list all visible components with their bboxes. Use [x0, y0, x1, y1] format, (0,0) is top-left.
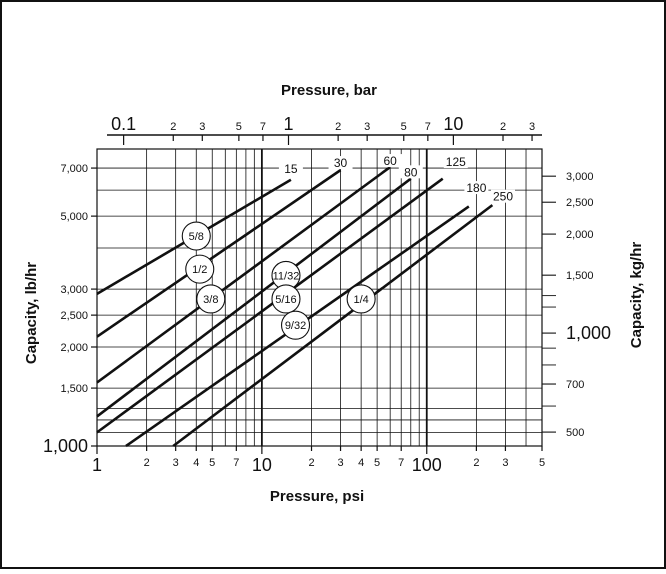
top-tick-label: 3 — [529, 121, 535, 133]
right-tick-label: 1,000 — [566, 323, 611, 343]
size-label: 9/32 — [285, 320, 306, 332]
x-tick-label: 4 — [358, 457, 364, 469]
y-tick-label: 3,000 — [60, 284, 88, 296]
top-tick-label: 2 — [500, 121, 506, 133]
top-tick-label: 1 — [283, 114, 293, 134]
right-tick-label: 3,000 — [566, 171, 594, 183]
right-tick-label: 500 — [566, 427, 584, 439]
pressure-label: 250 — [493, 190, 513, 204]
top-tick-label: 5 — [236, 121, 242, 133]
pressure-label: 15 — [284, 162, 298, 176]
size-circle — [271, 284, 301, 314]
top-tick-label: 0.1 — [111, 114, 136, 134]
top-tick-label: 3 — [364, 121, 370, 133]
grid — [96, 148, 543, 447]
size-label: 5/16 — [275, 294, 296, 306]
top-tick-label: 7 — [425, 121, 431, 133]
pressure-label-bg — [443, 155, 468, 169]
x-tick-label: 2 — [308, 457, 314, 469]
size-label: 3/8 — [203, 294, 218, 306]
pressure-label-bg — [464, 181, 489, 195]
pressure-label-bg — [490, 189, 515, 203]
series-line — [96, 177, 444, 434]
x-tick-label: 3 — [337, 457, 343, 469]
x-tick-label: 10 — [252, 455, 272, 475]
right-tick-label: 1,500 — [566, 270, 594, 282]
x-tick-label: 7 — [233, 457, 239, 469]
pressure-label-bg — [398, 165, 423, 179]
pressure-label: 30 — [334, 156, 348, 170]
top-tick-label: 3 — [199, 121, 205, 133]
pressure-label-bg — [378, 154, 403, 168]
size-label: 1/2 — [192, 264, 207, 276]
top-tick-label: 10 — [443, 114, 463, 134]
size-label: 11/32 — [273, 270, 300, 282]
pressure-label: 60 — [383, 154, 397, 168]
top-tick-label: 2 — [335, 121, 341, 133]
size-circle — [181, 221, 211, 251]
x-tick-label: 5 — [374, 457, 380, 469]
x-tick-label: 3 — [173, 457, 179, 469]
pressure-label: 180 — [466, 181, 486, 195]
y-tick-label: 2,000 — [60, 342, 88, 354]
x2-axis-title: Pressure, bar — [281, 82, 377, 99]
pressure-label: 125 — [446, 155, 466, 169]
series-line — [96, 169, 342, 338]
y-tick-label: 2,500 — [60, 310, 88, 322]
right-tick-label: 2,000 — [566, 229, 594, 241]
tick-labels: 1 2 3 4 5 7 10 2 3 4 5 7 100 2 3 51,0001,5002,0002,5003… — [43, 114, 611, 475]
size-circle — [280, 310, 311, 340]
pressure-label: 80 — [404, 165, 418, 179]
x-tick-label: 4 — [193, 457, 199, 469]
top-tick-label: 2 — [170, 121, 176, 133]
size-circle — [196, 284, 226, 314]
pressure-label-bg — [328, 156, 353, 170]
top-tick-label: 5 — [401, 121, 407, 133]
series-lines — [96, 166, 494, 448]
series-line — [96, 166, 391, 384]
y-tick-label: 5,000 — [60, 211, 88, 223]
x-tick-label: 5 — [209, 457, 215, 469]
pressure-label-bg — [278, 162, 303, 176]
y-tick-label: 1,500 — [60, 383, 88, 395]
series-line — [96, 177, 412, 418]
y-axis-title: Capacity, lb/hr — [23, 262, 40, 364]
x-tick-label: 7 — [398, 457, 404, 469]
size-label: 5/8 — [189, 231, 204, 243]
x-tick-label: 2 — [144, 457, 150, 469]
right-tick-label: 2,500 — [566, 197, 594, 209]
size-label: 1/4 — [353, 294, 368, 306]
x-tick-label: 5 — [539, 457, 545, 469]
size-circle — [346, 284, 376, 314]
x-tick-label: 3 — [502, 457, 508, 469]
series-line — [172, 204, 494, 448]
y-tick-label: 7,000 — [60, 163, 88, 175]
x-axis-title: Pressure, psi — [270, 488, 364, 505]
plot-area — [96, 148, 543, 447]
size-circle — [185, 254, 215, 284]
y2-axis-title: Capacity, kg/hr — [628, 242, 645, 349]
x-tick-label: 2 — [473, 457, 479, 469]
top-tick-label: 7 — [260, 121, 266, 133]
x-tick-label: 100 — [412, 455, 442, 475]
x-tick-label: 1 — [92, 455, 102, 475]
y-tick-label: 1,000 — [43, 436, 88, 456]
right-tick-label: 700 — [566, 379, 584, 391]
